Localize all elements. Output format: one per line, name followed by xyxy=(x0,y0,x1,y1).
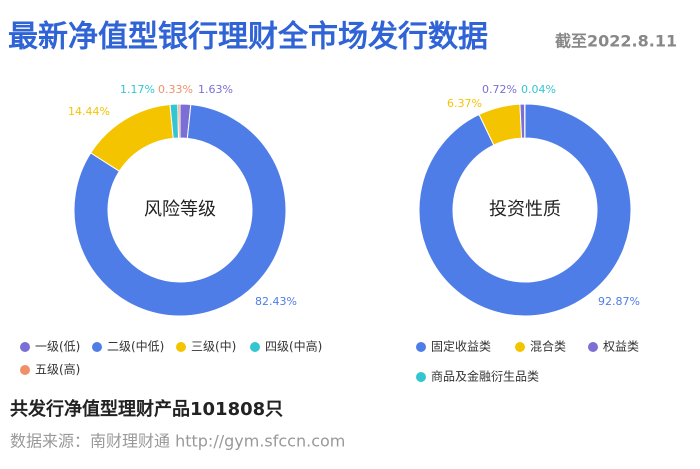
value-label: 1.17% xyxy=(120,83,155,96)
legend-swatch xyxy=(20,365,30,375)
legend-swatch xyxy=(176,342,186,352)
center-label: 风险等级 xyxy=(144,199,216,220)
legend-label: 商品及金融衍生品类 xyxy=(431,369,539,384)
legend-label: 一级(低) xyxy=(35,340,80,354)
legend-swatch xyxy=(250,342,260,352)
value-label: 6.37% xyxy=(447,97,482,110)
page-title: 最新净值型银行理财全市场发行数据 xyxy=(8,20,488,55)
value-label: 14.44% xyxy=(68,105,110,118)
legend-label: 固定收益类 xyxy=(431,339,491,354)
legend-label: 五级(高) xyxy=(35,362,80,377)
legend-label: 二级(中低) xyxy=(107,339,164,354)
center-label: 投资性质 xyxy=(489,199,561,220)
slice xyxy=(178,104,180,138)
legend-label: 三级(中) xyxy=(191,339,236,354)
source: 数据来源：南财理财通 http://gym.sfccn.com xyxy=(10,432,345,451)
date: 截至2022.8.11 xyxy=(555,32,677,51)
value-label: 82.43% xyxy=(255,295,297,308)
value-label: 0.04% xyxy=(521,83,556,96)
summary: 共发行净值型理财产品101808只 xyxy=(10,398,283,420)
legend-swatch xyxy=(20,342,30,352)
legend-swatch xyxy=(588,342,598,352)
legend-swatch xyxy=(416,372,426,382)
legend-swatch xyxy=(92,342,102,352)
value-label: 92.87% xyxy=(598,295,640,308)
legend-swatch xyxy=(515,342,525,352)
legend-label: 混合类 xyxy=(530,339,566,354)
legend-swatch xyxy=(416,342,426,352)
value-label: 1.63% xyxy=(198,83,233,96)
legend-label: 四级(中高) xyxy=(265,339,322,354)
legend-label: 权益类 xyxy=(603,340,639,354)
value-label: 0.72% xyxy=(482,83,517,96)
value-label: 0.33% xyxy=(158,83,193,96)
